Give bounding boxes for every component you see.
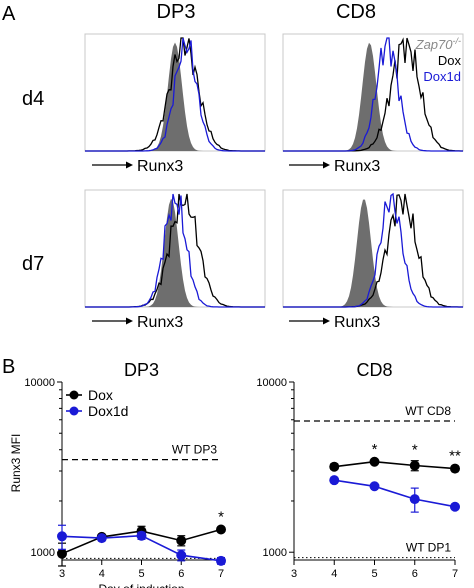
mfi-charts: DP3 1000 10000 3 4 5 6 7 Day of induction WT DP3 *…	[24, 360, 461, 588]
legend-label-dox1d: Dox1d	[88, 403, 128, 419]
runx3-label-dp3-d7: Runx3	[137, 314, 183, 331]
runx3-axis-dp3-d7: Runx3	[92, 314, 183, 331]
y-tick-label-cd8: 1000	[263, 547, 287, 559]
data-point-dox-cd8	[409, 460, 420, 471]
x-tick-label-dp3: 3	[59, 568, 65, 580]
panel-b-label: B	[2, 356, 15, 378]
data-point-dox-cd8	[329, 461, 340, 472]
y-tick-label-cd8: 10000	[256, 377, 287, 389]
row-label-d7: d7	[22, 253, 44, 275]
histogram-zap70-cd8-d7	[283, 199, 463, 307]
legend-zap70: Zap70-/-	[415, 36, 461, 52]
data-point-dox1d-dp3	[216, 555, 226, 566]
data-point-dox1d-dp3	[176, 550, 187, 561]
histogram-dox1d-dp3-d7	[85, 193, 265, 308]
data-point-dox1d-cd8	[329, 475, 340, 486]
histogram-dox1d-cd8-d7	[283, 192, 463, 308]
runx3-axis-dp3-d4: Runx3	[92, 158, 183, 175]
runx3-axis-cd8-d7: Runx3	[289, 314, 380, 331]
x-tick-label-cd8: 6	[412, 568, 418, 580]
significance-marker-cd8: *	[372, 441, 378, 458]
histogram-zap70-cd8-d4	[283, 42, 463, 152]
histogram-zap70-dp3-d4	[85, 42, 265, 151]
x-tick-label-cd8: 7	[452, 568, 458, 580]
data-point-dox-dp3	[57, 548, 67, 559]
data-point-dox-dp3	[216, 524, 226, 535]
y-tick-label-dp3: 10000	[24, 377, 55, 389]
data-point-dox1d-cd8	[450, 501, 460, 512]
legend-zap70-sup: -/-	[453, 36, 462, 46]
runx3-label-cd8-d7: Runx3	[334, 314, 380, 331]
histogram-dox1d-cd8-d4	[283, 37, 463, 152]
chart-title-dp3: DP3	[124, 360, 159, 380]
data-point-dox-cd8	[450, 463, 460, 474]
reference-label-cd8: WT DP1	[406, 541, 451, 555]
data-point-dox-cd8	[369, 456, 380, 467]
x-tick-label-cd8: 4	[331, 568, 337, 580]
data-point-dox1d-dp3	[96, 533, 107, 544]
legend-marker-dox	[69, 390, 79, 400]
runx3-axis-cd8-d4: Runx3	[289, 158, 380, 175]
x-tick-label-dp3: 5	[138, 568, 144, 580]
significance-marker-cd8: *	[412, 442, 418, 459]
histogram-dox1d-dp3-d4	[85, 37, 265, 152]
runx3-label-dp3-d4: Runx3	[137, 158, 183, 175]
histogram-curves	[85, 37, 463, 308]
significance-marker-cd8: **	[449, 447, 461, 464]
x-axis-label-dp3: Day of induction	[98, 582, 184, 588]
significance-marker-dp3: *	[218, 508, 224, 525]
reference-label-dp3: WT DP3	[172, 443, 217, 457]
panel-a-label: A	[2, 3, 16, 25]
data-point-dox1d-dp3	[57, 531, 67, 542]
y-tick-label-dp3: 1000	[31, 547, 55, 559]
legend-label-dox: Dox	[88, 387, 113, 403]
legend-dox: Dox	[438, 53, 462, 68]
data-point-dox1d-cd8	[409, 494, 420, 505]
x-tick-label-cd8: 3	[291, 568, 297, 580]
row-label-d4: d4	[22, 88, 44, 110]
series-line-dox1d-cd8	[334, 479, 456, 508]
runx3-label-cd8-d4: Runx3	[334, 158, 380, 175]
column-title-dp3: DP3	[157, 1, 196, 23]
data-point-dox-dp3	[176, 535, 187, 546]
x-tick-label-dp3: 7	[218, 568, 224, 580]
histogram-zap70-dp3-d7	[85, 198, 265, 307]
legend-zap70-text: Zap70	[415, 37, 454, 52]
data-point-dox1d-cd8	[369, 481, 380, 492]
x-tick-label-dp3: 6	[178, 568, 184, 580]
x-tick-label-dp3: 4	[99, 568, 105, 580]
legend-marker-dox1d	[69, 406, 79, 416]
series-line-dox-cd8	[334, 460, 456, 470]
legend-dox1d: Dox1d	[423, 69, 461, 84]
chart-title-cd8: CD8	[356, 360, 392, 380]
data-point-dox1d-dp3	[136, 530, 147, 541]
ylabel-runx3-mfi: Runx3 MFI	[9, 434, 23, 493]
column-title-cd8: CD8	[336, 1, 376, 23]
x-tick-label-cd8: 5	[371, 568, 377, 580]
reference-label-cd8: WT CD8	[405, 404, 451, 418]
